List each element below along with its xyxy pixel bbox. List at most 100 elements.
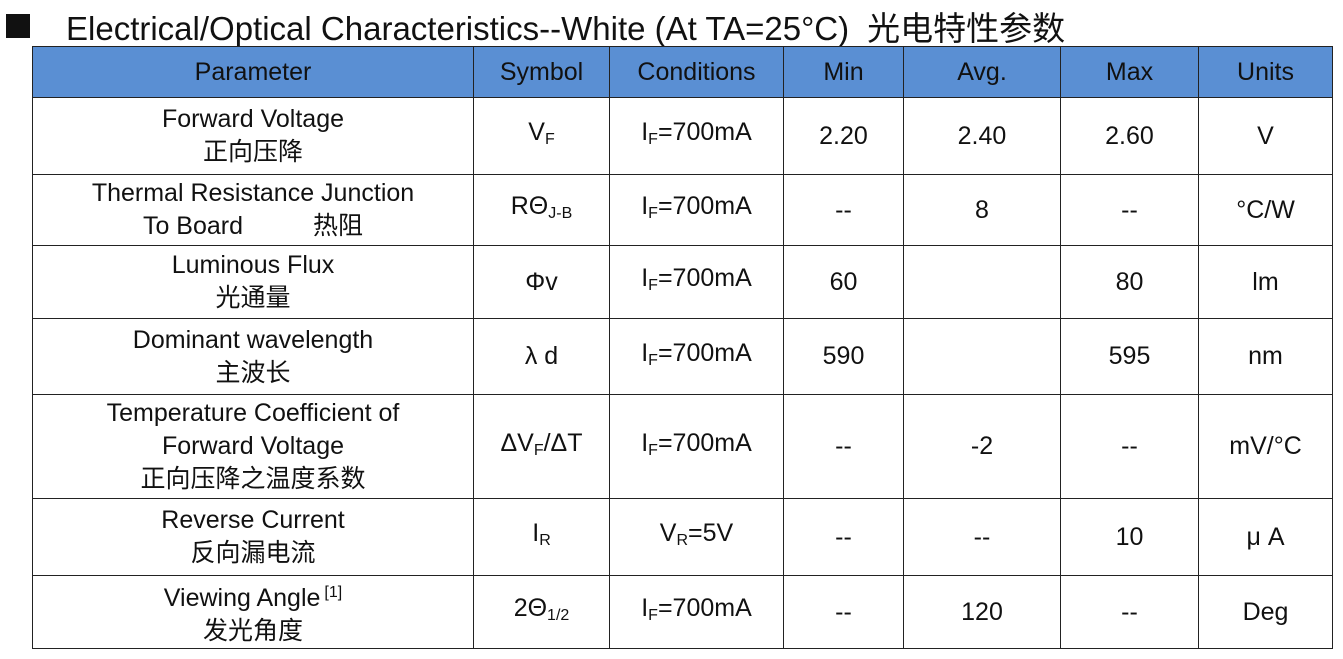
subscript: F xyxy=(648,351,658,369)
avg-cell: 120 xyxy=(903,575,1061,649)
units-cell: °C/W xyxy=(1198,174,1333,246)
condition-cell: IF=700mA xyxy=(609,97,784,175)
text: I xyxy=(641,338,649,367)
row: Forward Voltage 正向压降 VF IF=700mA 2.20 2.40 2.6… xyxy=(32,97,1333,175)
row: Temperature Coefficient of Forward Voltag… xyxy=(32,394,1333,499)
text: I xyxy=(641,118,649,146)
parameter-text: Luminous Flux xyxy=(171,251,335,279)
text: /ΔT xyxy=(543,428,583,457)
spec-table: Parameter Symbol Conditions Min Avg. Max Units… xyxy=(32,46,1333,649)
row: Thermal Resistance Junction To Board 热阻 RΘJ… xyxy=(32,174,1333,246)
avg-cell xyxy=(903,245,1061,319)
text: I xyxy=(641,264,649,292)
avg-cell: -2 xyxy=(903,394,1061,499)
subscript: 1/2 xyxy=(547,607,570,624)
column-header: Conditions xyxy=(609,46,784,98)
column-header: Parameter xyxy=(32,46,474,98)
max-cell: -- xyxy=(1060,174,1199,246)
row: Luminous Flux 光通量 Φv IF=700mA 60 80 lm xyxy=(32,245,1333,319)
parameter-line: Thermal Resistance Junction xyxy=(33,177,473,210)
text: =700mA xyxy=(657,118,752,146)
parameter-line: Forward Voltage xyxy=(33,103,473,136)
parameter-line: Temperature Coefficient of xyxy=(33,397,473,430)
title-text: Electrical/Optical Characteristics--Whit… xyxy=(66,10,850,47)
units-cell: nm xyxy=(1198,318,1333,395)
min-cell: 2.20 xyxy=(783,97,904,175)
subscript: F xyxy=(648,205,658,222)
max-cell: -- xyxy=(1060,575,1199,649)
parameter-text: Forward Voltage xyxy=(161,432,345,460)
text: V xyxy=(659,519,677,547)
units-cell: μ A xyxy=(1198,498,1333,576)
text: ΔV xyxy=(500,428,534,457)
parameter-cell: Reverse Current 反向漏电流 xyxy=(32,498,474,576)
symbol-cell: VF xyxy=(473,97,610,175)
parameter-line: Luminous Flux xyxy=(33,249,473,282)
symbol-cell: 2Θ1/2 xyxy=(473,575,610,649)
max-cell: -- xyxy=(1060,394,1199,499)
subscript: F xyxy=(533,441,544,459)
symbol-cell: λ d xyxy=(473,318,610,395)
parameter-cell: Luminous Flux 光通量 xyxy=(32,245,474,319)
parameter-text: 主波长 xyxy=(215,358,291,387)
text: I xyxy=(641,594,649,622)
text: V xyxy=(528,118,545,146)
avg-cell: -- xyxy=(903,498,1061,576)
footnote-ref: [1] xyxy=(324,584,343,601)
parameter-line: 发光角度 xyxy=(33,615,473,648)
text: =5V xyxy=(688,519,734,547)
row: Viewing Angle [1] 发光角度 2Θ1/2 IF=700mA -- 120 --… xyxy=(32,575,1333,649)
parameter-line: 主波长 xyxy=(33,357,473,390)
text: 2Θ xyxy=(513,594,548,622)
text: I xyxy=(641,192,649,220)
min-cell: -- xyxy=(783,394,904,499)
condition-cell: IF=700mA xyxy=(609,318,784,395)
title: Electrical/Optical Characteristics--Whit… xyxy=(6,2,1065,50)
column-header: Max xyxy=(1060,46,1199,98)
text: Φv xyxy=(525,267,558,296)
parameter-line: 正向压降 xyxy=(33,136,473,169)
condition-cell: IF=700mA xyxy=(609,575,784,649)
subscript: F xyxy=(648,607,658,624)
condition-cell: IF=700mA xyxy=(609,174,784,246)
symbol-cell: Φv xyxy=(473,245,610,319)
row: Dominant wavelength 主波长 λ d IF=700mA 590 595 n… xyxy=(32,318,1333,395)
avg-cell: 8 xyxy=(903,174,1061,246)
parameter-line: Viewing Angle [1] xyxy=(33,576,473,615)
text: RΘ xyxy=(510,192,549,220)
parameter-cell: Viewing Angle [1] 发光角度 xyxy=(32,575,474,649)
text: λ d xyxy=(524,342,559,370)
subscript: F xyxy=(648,131,658,148)
column-header: Avg. xyxy=(903,46,1061,98)
title-cn: 光电特性参数 xyxy=(867,9,1066,48)
parameter-text: Reverse Current xyxy=(161,506,345,534)
parameter-text: 光通量 xyxy=(215,284,291,312)
parameter-line: 正向压降之温度系数 xyxy=(33,463,473,496)
row: Reverse Current 反向漏电流 IR VR=5V -- -- 10 μ A xyxy=(32,498,1333,576)
text: I xyxy=(641,428,649,457)
text: =700mA xyxy=(657,264,752,292)
parameter-line: 反向漏电流 xyxy=(33,537,473,570)
symbol-cell: ΔVF/ΔT xyxy=(473,394,610,499)
parameter-text: To Board xyxy=(142,212,244,240)
condition-cell: IF=700mA xyxy=(609,245,784,319)
max-cell: 80 xyxy=(1060,245,1199,319)
subscript: F xyxy=(648,441,658,459)
parameter-text: Forward Voltage xyxy=(161,105,345,133)
column-header: Symbol xyxy=(473,46,610,98)
subscript: R xyxy=(676,532,689,549)
parameter-cell: Temperature Coefficient of Forward Voltag… xyxy=(32,394,474,499)
max-cell: 595 xyxy=(1060,318,1199,395)
units-cell: V xyxy=(1198,97,1333,175)
subscript: J-B xyxy=(548,205,573,222)
parameter-line: Forward Voltage xyxy=(33,430,473,463)
parameter-text: 发光角度 xyxy=(202,617,303,645)
max-cell: 10 xyxy=(1060,498,1199,576)
parameter-text: 热阻 xyxy=(313,212,364,240)
parameter-line: To Board 热阻 xyxy=(33,210,473,243)
column-header: Min xyxy=(783,46,904,98)
text: =700mA xyxy=(657,428,752,457)
parameter-line: 光通量 xyxy=(33,282,473,315)
min-cell: -- xyxy=(783,575,904,649)
min-cell: 60 xyxy=(783,245,904,319)
